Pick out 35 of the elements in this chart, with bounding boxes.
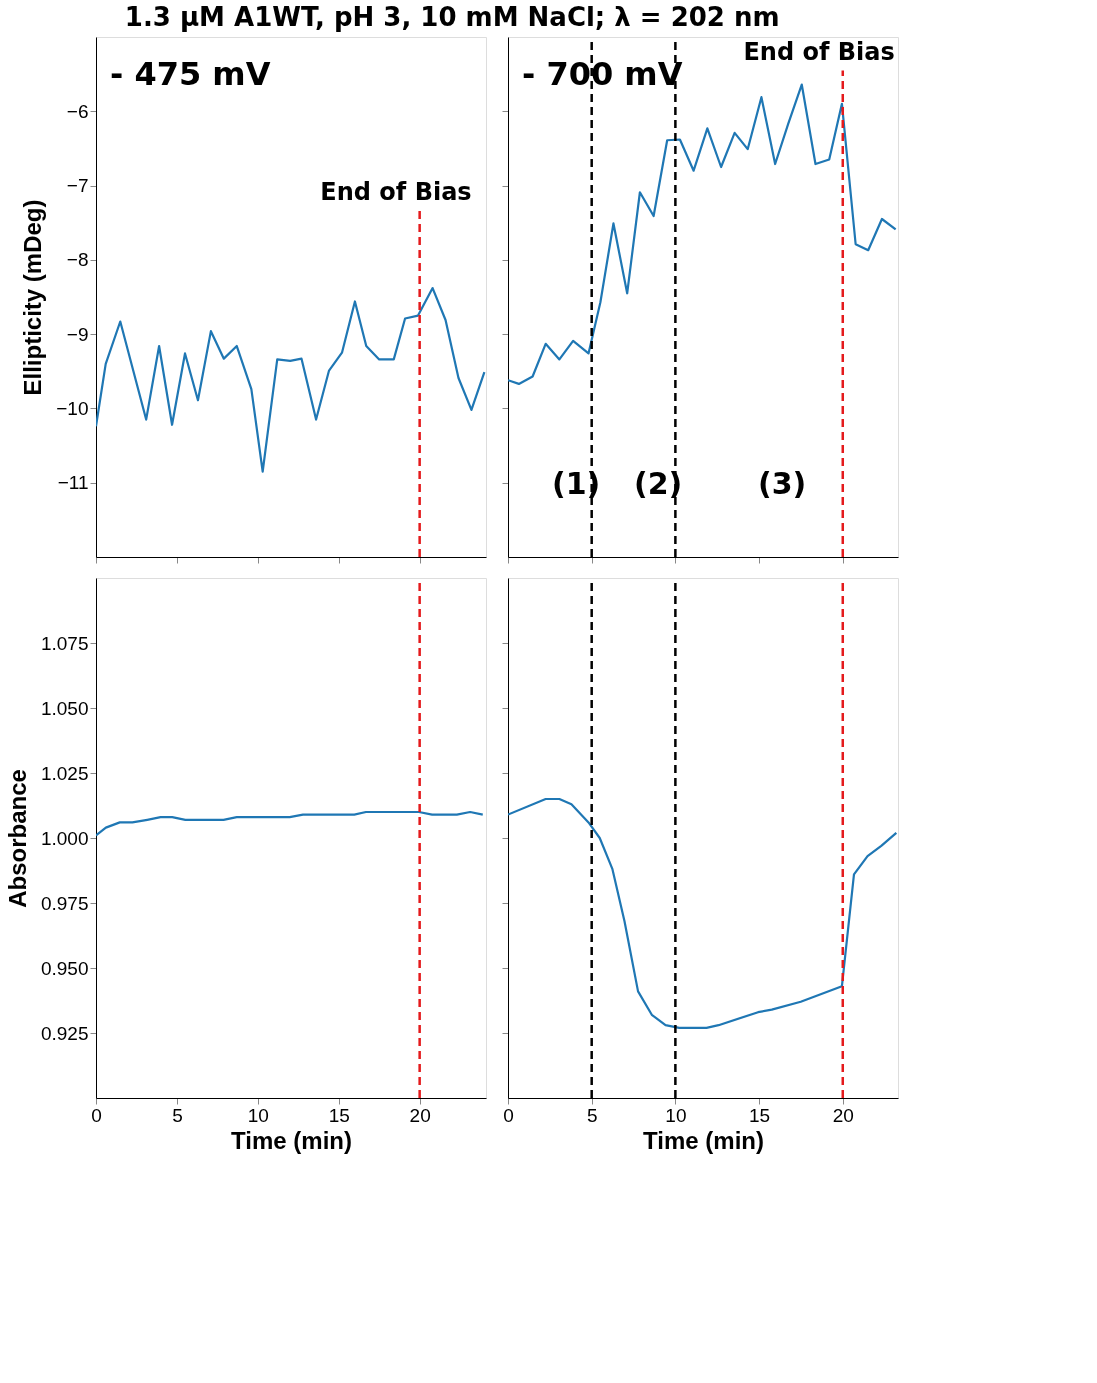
ref-line-label: End of Bias	[743, 37, 895, 66]
annotation: (2)	[634, 466, 683, 501]
annotation: - 475 mV	[110, 55, 271, 93]
x-axis-title: Time (min)	[231, 1126, 352, 1154]
annotation: - 700 mV	[522, 55, 683, 93]
x-tick-label: 10	[665, 1104, 687, 1126]
x-tick-label: 20	[832, 1104, 854, 1126]
y-tick-label: 1.050	[40, 697, 89, 719]
x-tick-label: 0	[503, 1104, 514, 1126]
y-tick-label: −9	[66, 323, 89, 345]
x-tick-label: 5	[172, 1104, 183, 1126]
y-tick-label: 0.975	[40, 892, 89, 914]
y-axis-title: Ellipticity (mDeg)	[19, 199, 47, 396]
y-tick-label: 1.025	[40, 762, 89, 784]
x-tick-label: 20	[409, 1104, 431, 1126]
annotation: (3)	[758, 466, 807, 501]
x-tick-label: 10	[247, 1104, 269, 1126]
x-tick-label: 15	[749, 1104, 771, 1126]
y-tick-label: −6	[66, 100, 89, 122]
y-tick-label: −11	[57, 472, 89, 494]
x-tick-label: 0	[91, 1104, 102, 1126]
y-axis-title: Absorbance	[3, 769, 31, 908]
y-tick-label: −10	[56, 397, 89, 419]
ref-line-label: End of Bias	[320, 178, 472, 206]
y-tick-label: 1.000	[40, 827, 89, 849]
x-tick-label: 15	[328, 1104, 350, 1126]
chart-title: 1.3 μM A1WT, pH 3, 10 mM NaCl; λ = 202 nm	[124, 2, 780, 33]
x-axis-title: Time (min)	[643, 1126, 764, 1154]
y-tick-label: 0.925	[40, 1022, 89, 1044]
x-tick-label: 5	[586, 1104, 598, 1126]
annotation: (1)	[552, 466, 601, 501]
y-tick-label: 1.075	[40, 632, 89, 654]
y-tick-label: −8	[66, 249, 89, 271]
y-tick-label: 0.950	[40, 957, 89, 979]
y-tick-label: −7	[66, 175, 89, 197]
